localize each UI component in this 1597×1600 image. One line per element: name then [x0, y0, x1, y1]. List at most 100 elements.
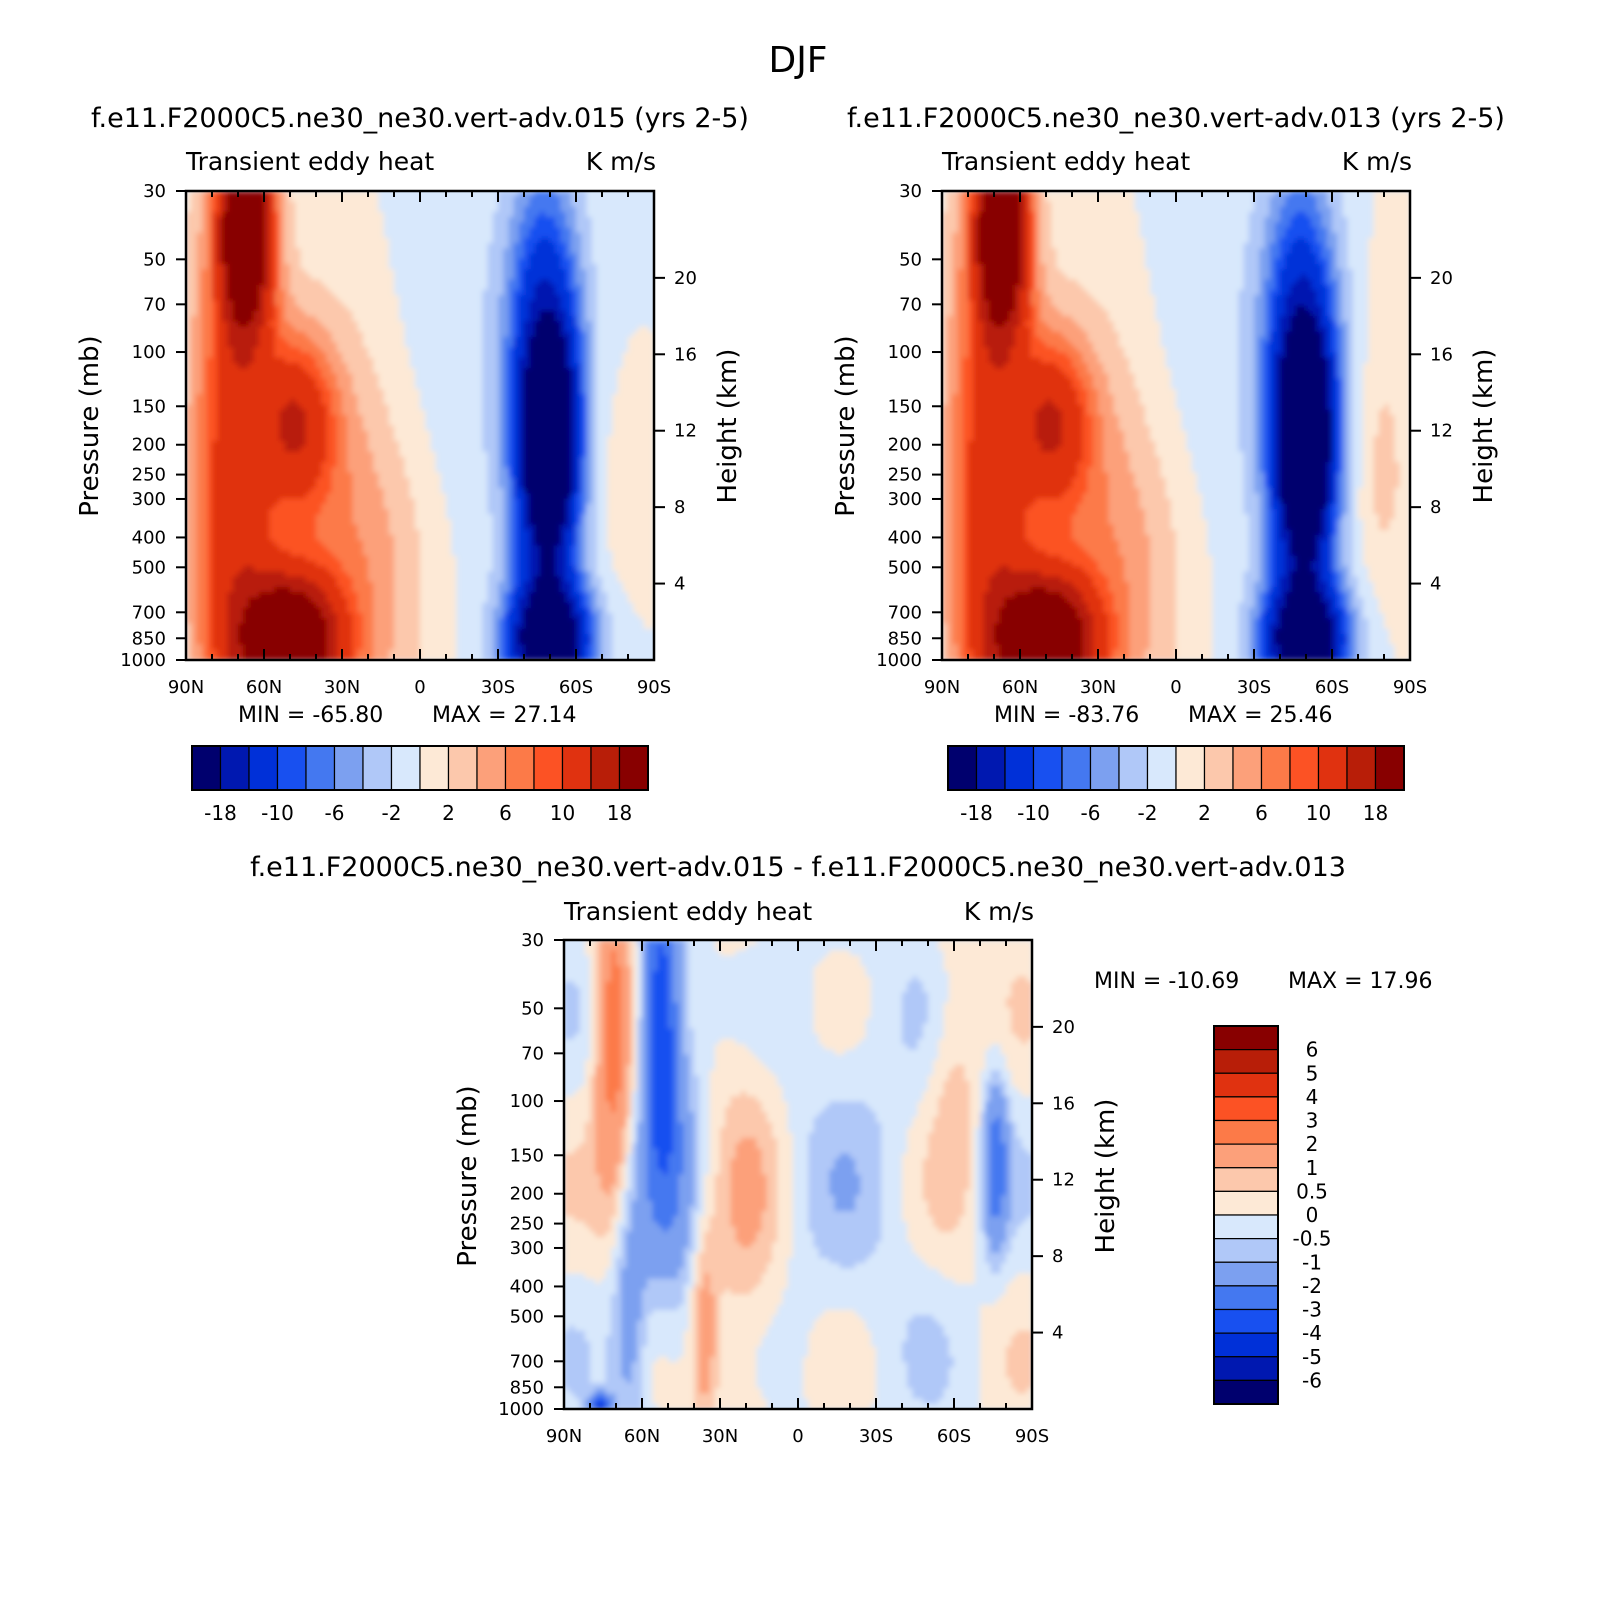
field-cell: [643, 300, 650, 307]
field-cell: [534, 305, 541, 312]
field-cell: [466, 211, 473, 218]
field-cell: [264, 258, 270, 265]
field-cell: [596, 237, 603, 244]
field-cell: [622, 232, 629, 239]
field-cell: [191, 472, 197, 479]
field-cell: [331, 352, 338, 359]
field-cell: [274, 336, 281, 343]
field-cell: [186, 263, 192, 270]
field-cell: [607, 305, 613, 312]
field-cell: [388, 305, 395, 312]
field-cell: [425, 425, 431, 432]
field-cell: [290, 383, 296, 390]
field-cell: [258, 415, 265, 421]
field-cell: [643, 383, 650, 390]
field-cell: [487, 456, 494, 463]
field-cell: [472, 415, 478, 421]
field-cell: [217, 347, 223, 354]
field-cell: [487, 258, 494, 265]
field-cell: [196, 269, 203, 275]
field-cell: [253, 310, 260, 317]
field-cell: [414, 232, 421, 239]
field-cell: [284, 362, 291, 369]
field-cell: [399, 300, 405, 307]
field-cell: [305, 295, 312, 302]
field-cell: [482, 227, 489, 234]
field-cell: [409, 211, 416, 218]
field-cell: [622, 316, 629, 322]
field-cell: [544, 456, 551, 463]
field-cell: [638, 274, 645, 281]
field-cell: [212, 258, 218, 265]
field-cell: [222, 368, 229, 374]
field-cell: [539, 373, 546, 380]
field-cell: [503, 290, 509, 296]
field-cell: [550, 310, 556, 317]
field-cell: [342, 305, 348, 312]
field-cell: [498, 394, 504, 401]
field-cell: [633, 258, 639, 265]
field-cell: [503, 347, 509, 354]
field-cell: [492, 409, 499, 416]
field-cell: [373, 383, 379, 390]
field-cell: [591, 206, 598, 213]
field-cell: [513, 446, 520, 453]
field-cell: [227, 295, 234, 302]
field-cell: [217, 441, 223, 447]
field-cell: [643, 461, 650, 468]
field-cell: [576, 347, 582, 354]
field-cell: [388, 394, 395, 401]
field-cell: [596, 243, 603, 249]
field-cell: [352, 357, 359, 364]
field-cell: [232, 269, 239, 275]
field-cell: [217, 253, 223, 260]
field-cell: [399, 227, 405, 234]
field-cell: [310, 347, 317, 354]
field-cell: [196, 352, 203, 359]
field-cell: [404, 201, 411, 208]
field-cell: [394, 389, 400, 395]
field-cell: [383, 420, 390, 427]
field-cell: [472, 305, 478, 312]
field-cell: [274, 211, 281, 218]
field-cell: [503, 196, 509, 203]
field-cell: [310, 467, 317, 473]
field-cell: [206, 295, 213, 302]
field-cell: [305, 368, 312, 374]
field-cell: [513, 201, 520, 208]
field-cell: [425, 290, 431, 296]
field-cell: [227, 263, 234, 270]
field-cell: [196, 368, 203, 374]
field-cell: [290, 342, 296, 348]
field-cell: [524, 342, 530, 348]
field-cell: [206, 378, 213, 385]
field-cell: [555, 232, 561, 239]
field-cell: [591, 263, 598, 270]
field-cell: [409, 357, 416, 364]
field-cell: [643, 316, 650, 322]
field-cell: [576, 326, 582, 333]
field-cell: [461, 378, 468, 385]
field-cell: [435, 378, 442, 385]
field-cell: [357, 383, 364, 390]
field-cell: [368, 373, 374, 380]
field-cell: [425, 316, 431, 322]
field-cell: [586, 472, 593, 479]
field-cell: [362, 409, 369, 416]
field-cell: [503, 217, 509, 223]
field-cell: [607, 232, 613, 239]
field-cell: [482, 253, 489, 260]
field-cell: [290, 211, 296, 218]
field-cell: [201, 258, 208, 265]
field-cell: [518, 357, 525, 364]
field-cell: [487, 362, 494, 369]
field-cell: [518, 394, 525, 401]
field-cell: [305, 404, 312, 411]
field-cell: [394, 222, 400, 229]
field-cell: [305, 201, 312, 208]
field-cell: [466, 269, 473, 275]
field-cell: [513, 274, 520, 281]
field-cell: [253, 274, 260, 281]
field-cell: [628, 368, 634, 374]
field-cell: [378, 310, 385, 317]
